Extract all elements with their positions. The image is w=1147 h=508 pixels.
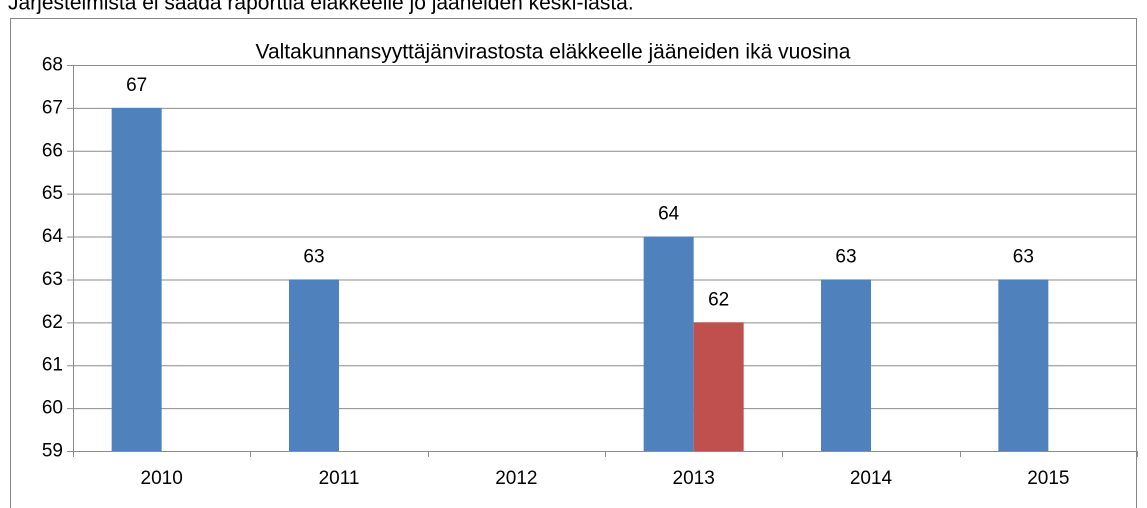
data-label: 63 xyxy=(1013,246,1034,267)
y-tick-label: 59 xyxy=(42,441,63,462)
y-tick-label: 61 xyxy=(42,355,63,376)
bar xyxy=(111,107,162,451)
bar xyxy=(693,322,744,451)
data-label: 64 xyxy=(658,204,680,225)
x-tick-label: 2010 xyxy=(141,468,183,489)
x-tick-label: 2011 xyxy=(319,468,360,489)
caption: Järjestelmistä ei saada raporttia eläkke… xyxy=(8,0,634,15)
chart-frame xyxy=(10,18,1137,508)
chart-title: Valtakunnansyyttäjänvirastosta eläkkeell… xyxy=(256,41,851,64)
y-tick-label: 62 xyxy=(42,312,63,333)
y-tick-label: 63 xyxy=(42,269,63,290)
data-label: 67 xyxy=(126,75,147,96)
x-tick-label: 2013 xyxy=(673,468,715,489)
y-tick-label: 66 xyxy=(42,140,63,161)
bar xyxy=(289,279,339,451)
x-tick-label: 2015 xyxy=(1027,468,1069,489)
bar xyxy=(643,236,694,451)
data-label: 63 xyxy=(835,246,856,267)
y-tick-label: 67 xyxy=(42,97,63,118)
x-tick-label: 2012 xyxy=(495,468,537,489)
bar xyxy=(998,279,1049,451)
data-label: 62 xyxy=(708,289,729,310)
bar xyxy=(821,279,871,451)
y-tick-label: 68 xyxy=(42,55,63,76)
x-tick-label: 2014 xyxy=(850,468,893,489)
y-tick-label: 64 xyxy=(42,226,64,247)
y-tick-label: 65 xyxy=(42,183,63,204)
y-tick-label: 60 xyxy=(42,398,63,419)
data-label: 63 xyxy=(303,246,324,267)
